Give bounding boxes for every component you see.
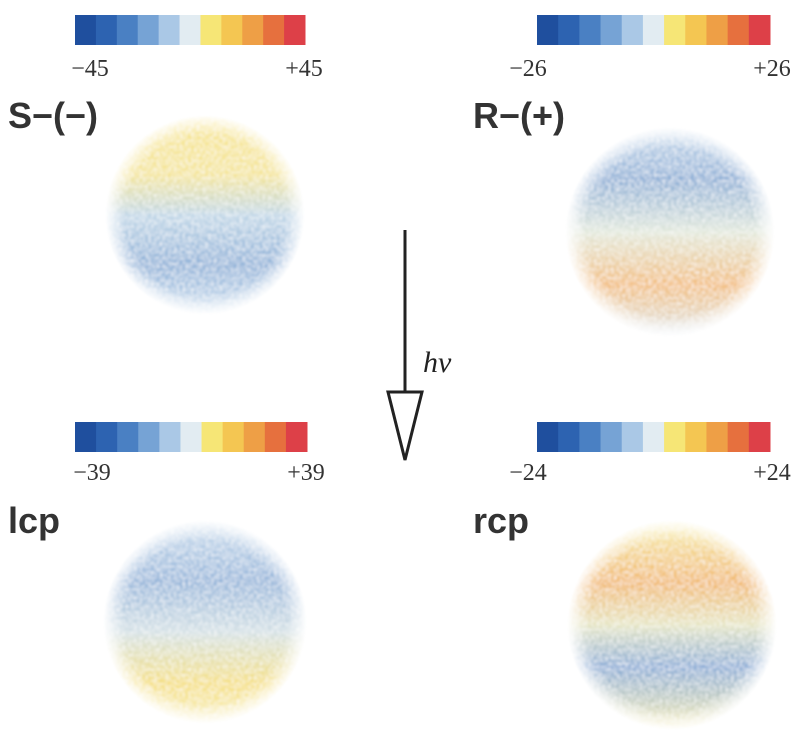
colorbar-segment <box>558 15 580 45</box>
colorbar-segment <box>75 15 96 45</box>
colorbar-segment <box>685 15 707 45</box>
colorbar-segment <box>138 15 159 45</box>
colorbar-segment <box>664 15 686 45</box>
colorbar-segment <box>138 422 160 452</box>
colorbar-segment <box>75 422 97 452</box>
colorbar-segment <box>263 15 284 45</box>
colorbar-segment <box>537 15 559 45</box>
colorbar-segment <box>643 15 665 45</box>
arrow <box>388 230 422 460</box>
colorbar-segment <box>579 422 601 452</box>
arrow-label: hν <box>423 346 452 379</box>
colorbar-segment <box>286 422 308 452</box>
colorbar-segment <box>749 15 771 45</box>
colorbar-min: −45 <box>71 56 109 82</box>
colorbar-max: +45 <box>285 56 323 82</box>
colorbar-segment <box>117 15 138 45</box>
colorbar-segment <box>728 15 750 45</box>
colorbar-segment <box>200 15 221 45</box>
colorbar-segment <box>643 422 665 452</box>
image-rcp <box>567 520 777 730</box>
image-lcp <box>103 520 307 724</box>
colorbar-segment <box>244 422 266 452</box>
colorbar-segment <box>601 15 623 45</box>
colorbar-segment <box>180 15 201 45</box>
panel-label: S−(−) <box>8 95 98 136</box>
colorbar-segment <box>117 422 139 452</box>
colorbar-segment <box>180 422 202 452</box>
colorbar-segment <box>537 422 559 452</box>
colorbar-segment <box>685 422 707 452</box>
colorbar-segment <box>96 422 118 452</box>
colorbar-segment <box>601 422 623 452</box>
colorbar-segment <box>749 422 771 452</box>
colorbar-segment <box>558 422 580 452</box>
colorbar-segment <box>728 422 750 452</box>
colorbar-segment <box>96 15 117 45</box>
colorbar-min: −39 <box>73 460 111 486</box>
colorbar-segment <box>202 422 224 452</box>
colorbar-max: +24 <box>753 460 791 486</box>
colorbar-segment <box>265 422 287 452</box>
colorbar-segment <box>706 422 728 452</box>
image-s <box>105 115 305 315</box>
colorbar-segment <box>622 422 644 452</box>
colorbar-segment <box>242 15 263 45</box>
colorbar-segment <box>284 15 305 45</box>
panel-label: lcp <box>8 500 60 541</box>
image-r <box>565 127 775 337</box>
colorbar-segment <box>579 15 601 45</box>
colorbar-segment <box>622 15 644 45</box>
colorbar-min: −24 <box>509 460 547 486</box>
colorbar-segment <box>706 15 728 45</box>
colorbar-segment <box>664 422 686 452</box>
panel-label: rcp <box>473 500 529 541</box>
colorbar-max: +26 <box>753 56 791 82</box>
colorbar-segment <box>159 15 180 45</box>
panel-label: R−(+) <box>473 95 565 136</box>
arrow-head <box>388 392 422 460</box>
colorbar-segment <box>159 422 181 452</box>
colorbar-segment <box>221 15 242 45</box>
colorbar-segment <box>223 422 245 452</box>
colorbar-min: −26 <box>509 56 547 82</box>
figure: S−(−) R−(+) lcp rcp −45 +45 −26 +26 −39 … <box>0 0 804 736</box>
colorbar-max: +39 <box>287 460 325 486</box>
